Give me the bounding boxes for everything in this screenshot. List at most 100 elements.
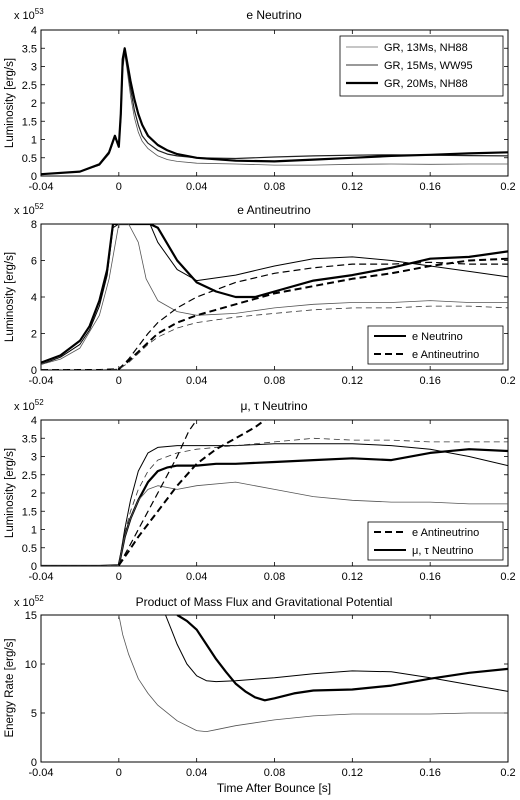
series-line-2 [41, 443, 508, 566]
panel-title: e Neutrino [246, 8, 302, 22]
series-line-1 [41, 224, 508, 364]
x-tick-label: 0.04 [186, 767, 207, 779]
x-tick-label: 0.12 [342, 375, 363, 387]
panel-mu-tau-neutrino: μ, τ Neutrino x 1052 Luminosity [erg/s] … [4, 398, 516, 583]
legend-label-mu-tau: μ, τ Neutrino [412, 545, 473, 557]
y-axis-label: Luminosity [erg/s] [4, 58, 16, 148]
series-line-4 [41, 257, 508, 370]
y-tick-label: 4 [31, 292, 37, 304]
legend-label-e-neutrino: e Neutrino [412, 331, 463, 343]
y-tick-label: 0.5 [22, 543, 37, 555]
series-line-5 [41, 261, 508, 370]
y-tick-label: 0.5 [22, 153, 37, 165]
series-group [41, 47, 508, 176]
series-line-1 [176, 615, 508, 702]
exponent-power: 52 [35, 594, 44, 603]
y-axis-label: Luminosity [erg/s] [4, 252, 16, 342]
series-group [118, 615, 508, 732]
y-tick-label: 1 [31, 135, 37, 147]
series-line-5 [117, 420, 266, 566]
series-line-3 [41, 47, 508, 176]
y-tick-label: 0 [31, 757, 37, 769]
y-tick-label: 2 [31, 98, 37, 110]
x-tick-label: 0.2 [500, 767, 515, 779]
series-line-3 [41, 224, 508, 365]
x-tick-label: 0.08 [264, 767, 285, 779]
y-tick-label: 2 [31, 488, 37, 500]
series-line-3 [41, 481, 508, 566]
y-tick-label: 6 [31, 256, 37, 268]
series-line-2 [165, 615, 508, 692]
legend: e Antineutrino μ, τ Neutrino [367, 521, 504, 561]
panel-mass-flux-potential: Product of Mass Flux and Gravitational P… [4, 594, 516, 779]
y-tick-label: 2.5 [22, 80, 37, 92]
y-tick-label: 3.5 [22, 433, 37, 445]
x-ticks: -0.04 0 0.04 0.08 0.12 0.16 0.2 [28, 30, 516, 193]
legend-label-15ms: GR, 15Ms, WW95 [384, 60, 473, 72]
y-ticks: 0 5 10 15 [25, 610, 508, 769]
x-tick-label: -0.04 [28, 181, 53, 193]
axes-box [40, 614, 509, 763]
series-group [41, 420, 508, 566]
x-ticks: -0.04 0 0.04 0.08 0.12 0.16 0.2 [28, 615, 516, 779]
x-tick-label: 0.16 [419, 375, 440, 387]
legend: e Neutrino e Antineutrino [367, 325, 504, 365]
x-tick-label: 0.08 [264, 181, 285, 193]
series-line-3 [118, 615, 508, 732]
y-tick-label: 4 [31, 25, 37, 37]
exponent-label: x 1052 [14, 202, 44, 217]
x-tick-label: 0.16 [419, 181, 440, 193]
x-tick-label: -0.04 [28, 571, 53, 583]
exponent-label: x 1053 [14, 7, 44, 22]
legend-label-13ms: GR, 13Ms, NH88 [384, 42, 468, 54]
exponent-power: 52 [35, 398, 44, 407]
exponent-base: x 10 [14, 10, 35, 22]
exponent-label: x 1052 [14, 398, 44, 413]
x-tick-label: 0 [116, 767, 122, 779]
y-tick-label: 1.5 [22, 116, 37, 128]
y-tick-label: 0 [31, 561, 37, 573]
y-tick-label: 5 [31, 708, 37, 720]
panel-e-antineutrino: e Antineutrino x 1052 Luminosity [erg/s]… [4, 202, 516, 387]
y-axis-label: Energy Rate [erg/s] [4, 638, 16, 737]
y-tick-label: 3 [31, 452, 37, 464]
series-line-4 [41, 437, 508, 566]
legend-box [339, 35, 504, 97]
x-tick-label: 0.2 [500, 375, 515, 387]
panel-title: μ, τ Neutrino [240, 399, 307, 413]
x-tick-label: 0.08 [264, 571, 285, 583]
series-line-6 [118, 420, 198, 566]
x-tick-label: 0.12 [342, 181, 363, 193]
x-tick-label: 0.04 [186, 375, 207, 387]
y-tick-label: 1.5 [22, 506, 37, 518]
x-ticks: -0.04 0 0.04 0.08 0.12 0.16 0.2 [28, 224, 516, 387]
legend-label-20ms: GR, 20Ms, NH88 [384, 78, 468, 90]
y-tick-label: 0 [31, 171, 37, 183]
legend: GR, 13Ms, NH88 GR, 15Ms, WW95 GR, 20Ms, … [339, 35, 504, 97]
panel-title: e Antineutrino [237, 203, 311, 217]
panel-e-neutrino: e Neutrino x 1053 Luminosity [erg/s] 0 0.… [4, 7, 516, 193]
x-tick-label: 0 [116, 375, 122, 387]
y-tick-label: 15 [25, 610, 37, 622]
exponent-base: x 10 [14, 205, 35, 217]
y-tick-label: 4 [31, 415, 37, 427]
y-tick-label: 1 [31, 525, 37, 537]
series-line-2 [41, 224, 508, 365]
x-tick-label: 0.12 [342, 571, 363, 583]
x-tick-label: 0.2 [500, 571, 515, 583]
x-tick-label: 0 [116, 571, 122, 583]
x-tick-label: -0.04 [28, 375, 53, 387]
panel-title: Product of Mass Flux and Gravitational P… [136, 595, 393, 609]
y-ticks: 0 0.5 1 1.5 2 2.5 3 3.5 4 [22, 25, 508, 183]
series-group [41, 224, 508, 370]
y-tick-label: 2.5 [22, 470, 37, 482]
y-tick-label: 3.5 [22, 43, 37, 55]
x-tick-label: 0.08 [264, 375, 285, 387]
y-tick-label: 0 [31, 365, 37, 377]
y-tick-label: 2 [31, 329, 37, 341]
exponent-base: x 10 [14, 401, 35, 413]
y-tick-label: 3 [31, 62, 37, 74]
series-line-6 [41, 305, 508, 370]
x-tick-label: -0.04 [28, 767, 53, 779]
